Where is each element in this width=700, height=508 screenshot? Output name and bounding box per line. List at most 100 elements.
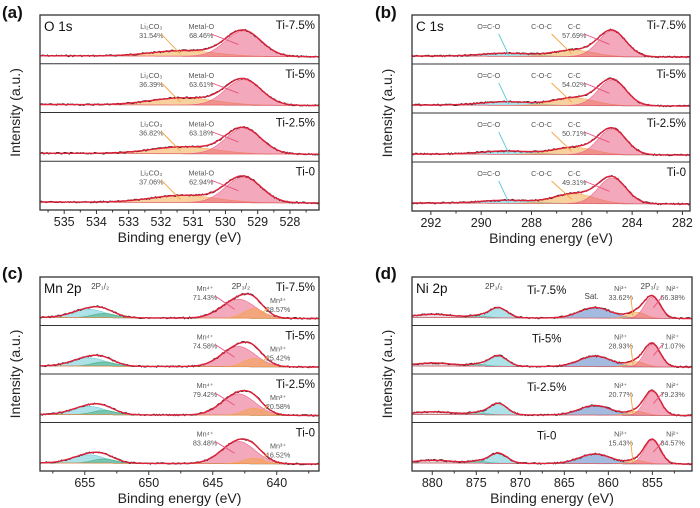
x-tick-label: 284 [622,216,643,230]
plot-frame [411,14,691,212]
panel-letter: (a) [2,3,23,22]
component-percent: 63.61% [189,80,214,89]
x-tick-label: 855 [642,476,663,490]
spectrum-strip: Ti-2.5% O=C-O C-O-C C-C50.71% [411,118,691,157]
component-peak [412,390,692,416]
fitted-envelope-line [412,175,690,205]
sample-label: Ti-0 [667,167,686,179]
y-axis-label: Intensity (a.u.) [379,69,395,158]
x-tick-label: 534 [86,215,107,229]
component-percent: 74.58% [193,342,218,351]
component-label: Ni³⁺ [614,284,627,293]
component-label: Mn³⁺ [270,393,286,402]
component-label: Mn⁴⁺ [197,430,214,439]
component-label: C-C [568,22,581,31]
component-percent: 15.43% [608,439,633,448]
component-label: Metal-O [188,168,214,177]
annotation-arrow [551,82,573,103]
panel-letter: (d) [375,264,397,283]
component-peak [412,79,690,107]
annotation-arrow [259,307,269,315]
component-percent: 84.57% [660,439,685,448]
y-axis-label: Intensity (a.u.) [379,330,395,419]
peak-group-label: 2P₁/₂ [485,282,503,291]
fitted-envelope-line [412,29,690,58]
annotation-arrow [259,404,269,413]
annotation-arrow [551,33,573,55]
component-percent: 36.82% [139,129,164,138]
annotation-arrow [551,131,573,152]
component-percent: 63.18% [189,129,214,138]
component-percent: 62.94% [189,177,214,186]
component-label: O=C-O [477,71,500,80]
x-tick-label: 645 [202,476,223,490]
x-axis-label: Binding energy (eV) [490,490,614,506]
annotation-arrow [214,295,235,310]
spectrum-strip: Ti-0 O=C-O C-O-C C-C49.31% [411,167,691,206]
annotation-arrow [630,295,634,316]
component-percent: 50.71% [562,129,587,138]
spectrum-strip: Ti-0 Ni³⁺15.43% Ni²⁺84.57% [411,430,693,466]
fitted-envelope-line [412,77,690,107]
component-label: O=C-O [477,22,500,31]
peak-group-label: 2P₃/₂ [641,282,659,291]
sample-label: Ti-2.5% [276,118,315,130]
component-percent: 71.07% [660,342,685,351]
x-tick-label: 865 [554,476,575,490]
x-tick-label: 532 [151,215,172,229]
annotation-arrow [259,356,269,364]
annotation-arrow [551,180,573,200]
fitted-envelope-line [411,342,692,368]
annotation-arrow [652,441,663,453]
x-tick-label: 875 [466,476,487,490]
component-percent: 33.62% [608,293,633,302]
annotation-arrow [652,392,663,404]
component-percent: 79.23% [660,390,685,399]
component-label: Ni²⁺ [666,381,679,390]
spectrum-strip: Ti-5% Mn⁴⁺74.58% Mn³⁺25.42% [39,331,320,369]
annotation-arrow [630,441,634,463]
sample-label: Ti-0 [296,166,315,178]
spectrum-strip: Ti-7.5% Mn⁴⁺71.43% Mn³⁺28.57% 2P₁/₂ 2P₃/₂ [39,282,320,320]
x-tick-label: 530 [215,215,236,229]
spectrum-strip: Ti-0 Mn⁴⁺83.48% Mn³⁺16.52% [39,428,320,466]
annotation-arrow [214,344,235,358]
component-percent: 37.06% [139,177,164,186]
panel-b: Ti-7.5%O=C-O C-O-C C-C57.69%Ti-5%O=C-O C-O-… [375,3,693,246]
component-label: Ni²⁺ [666,284,679,293]
x-tick-label: 650 [138,476,159,490]
x-tick-label: 533 [118,215,139,229]
component-percent: 20.58% [266,402,291,411]
x-tick-label: 286 [571,216,592,230]
x-tick-label: 528 [280,215,301,229]
component-peak [412,177,690,205]
panel-letter: (b) [375,3,397,22]
sample-label: Ti-7.5% [647,20,686,32]
panel-title: O 1s [44,19,73,34]
fitted-envelope-line [39,389,319,417]
component-percent: 25.42% [266,354,291,363]
annotation-arrow [211,33,239,45]
annotation-arrow [498,33,510,56]
fitted-envelope-line [40,126,319,155]
raw-data-line [411,28,691,59]
component-label: Ni³⁺ [614,381,627,390]
panel-title: Ni 2p [416,281,448,296]
annotation-arrow [160,33,181,55]
sample-label: Ti-2.5% [527,382,566,394]
plot-frame [39,14,320,211]
component-label: O=C-O [477,169,500,178]
x-tick-label: 282 [672,216,693,230]
component-label: Ni³⁺ [614,430,627,439]
component-label: Mn⁴⁺ [197,284,214,293]
component-label: Mn³⁺ [270,442,286,451]
component-percent: 57.69% [562,31,587,40]
x-tick-label: 535 [54,215,75,229]
component-label: C-C [568,71,581,80]
component-label: Metal-O [188,22,214,31]
annotation-arrow [584,180,610,192]
sample-label: Ti-0 [537,431,556,443]
plot-frame [411,276,693,472]
component-percent: 28.93% [608,342,633,351]
